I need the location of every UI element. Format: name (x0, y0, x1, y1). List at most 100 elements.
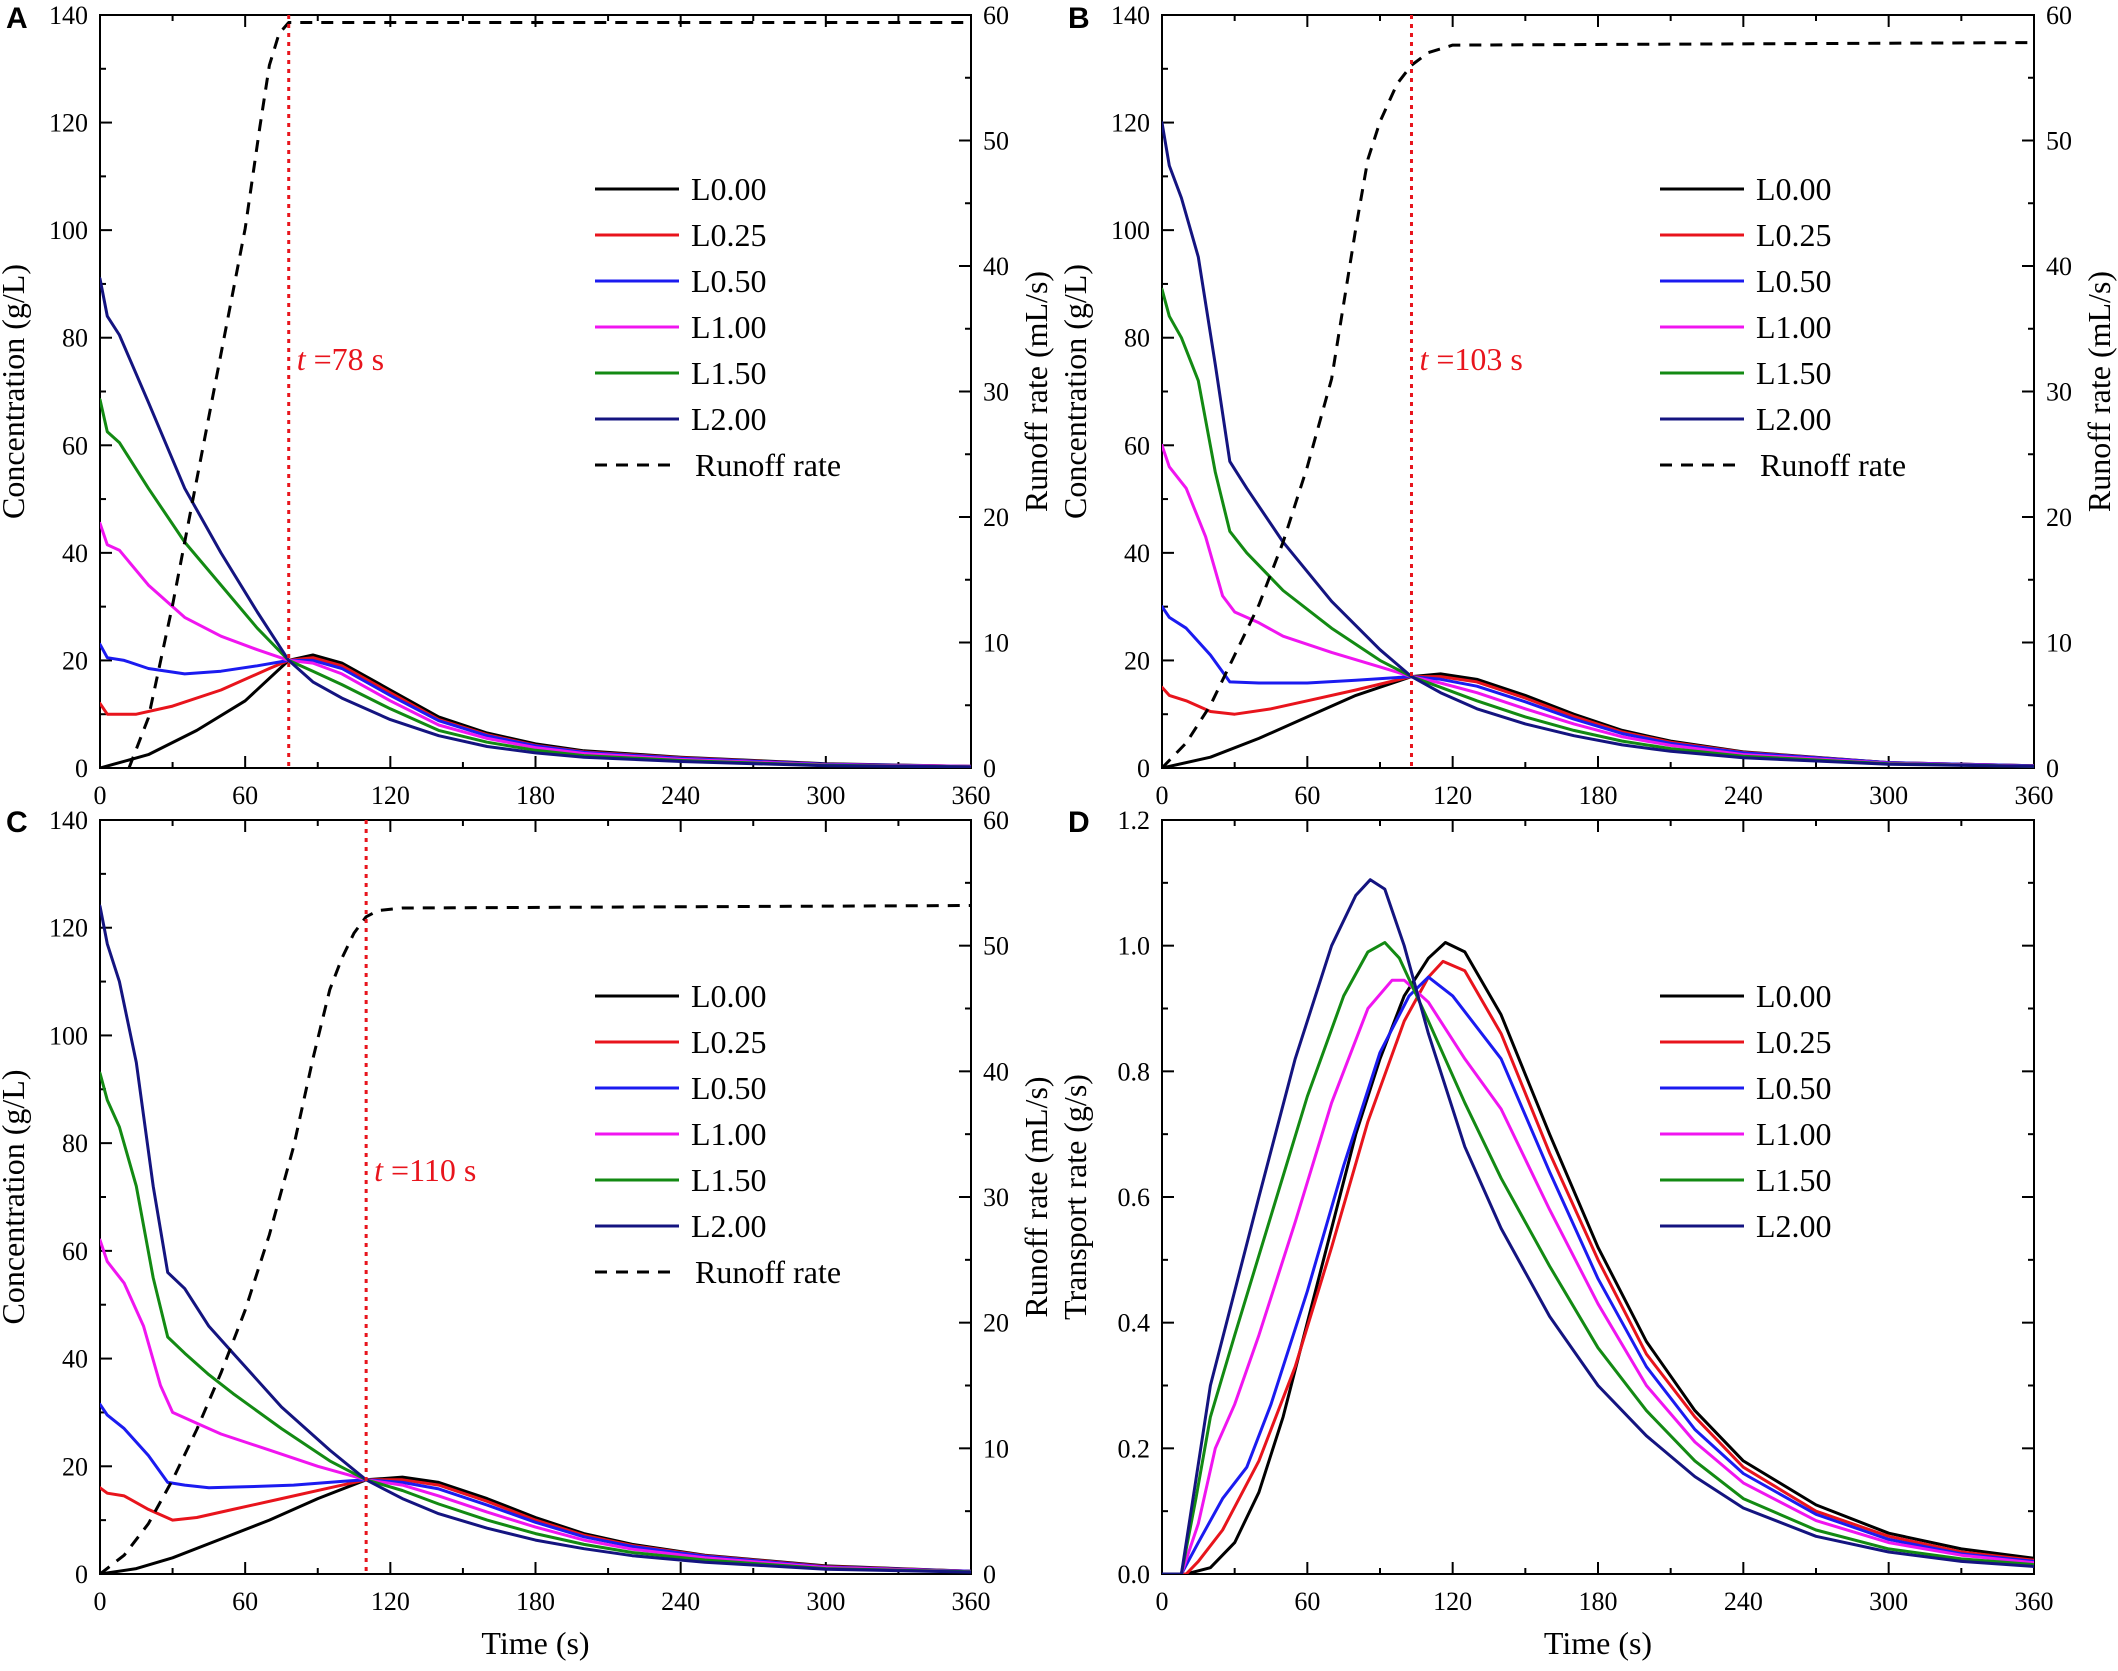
panel-letter: D (1068, 806, 1090, 839)
y-tick-label: 120 (1111, 109, 1150, 138)
x-axis-title: Time (s) (1544, 1625, 1652, 1661)
x-tick-label: 60 (1294, 781, 1320, 810)
legend-label: L2.00 (1756, 1208, 1832, 1244)
y-tick-label: 140 (49, 806, 88, 835)
series-line-l0-50 (100, 1402, 971, 1573)
x-tick-label: 180 (516, 781, 555, 810)
y2-tick-label: 10 (983, 1434, 1009, 1463)
y2-tick-label: 20 (983, 503, 1009, 532)
series-line-runoff-rate (127, 21, 971, 768)
x-tick-label: 300 (806, 1587, 845, 1616)
time-marker-symbol: t (374, 1152, 384, 1188)
series-line-l1-00 (100, 521, 971, 768)
plot-frame (99, 14, 972, 769)
y2-tick-label: 40 (2046, 252, 2072, 281)
y2-axis-title: Runoff rate (mL/s) (2081, 271, 2117, 512)
panel-letter: C (6, 806, 28, 839)
x-tick-label: 240 (661, 781, 700, 810)
x-tick-label: 240 (1724, 781, 1763, 810)
panel-letter: B (1068, 2, 1090, 35)
x-tick-label: 0 (94, 1587, 107, 1616)
series-line-l2-00 (1162, 878, 2034, 1574)
series-line-l2-00 (100, 904, 971, 1574)
y-tick-label: 100 (49, 1021, 88, 1050)
legend-label: L0.50 (691, 1070, 767, 1106)
legend-label: L1.50 (691, 1162, 767, 1198)
series-line-l1-00 (1162, 443, 2034, 768)
y-tick-label: 80 (62, 324, 88, 353)
legend-label: L2.00 (691, 401, 767, 437)
y2-tick-label: 40 (983, 1057, 1009, 1086)
y2-tick-label: 50 (2046, 127, 2072, 156)
y2-tick-label: 30 (2046, 378, 2072, 407)
legend-label: L2.00 (691, 1208, 767, 1244)
y2-tick-label: 20 (2046, 503, 2072, 532)
y-tick-label: 140 (49, 1, 88, 30)
legend-label: L0.00 (1756, 978, 1832, 1014)
legend-label: L0.00 (1756, 171, 1832, 207)
series-line-l0-00 (1162, 941, 2034, 1574)
plot-frame (1161, 819, 2035, 1575)
panel-d: D 0 60 120 180 240 300 360 0.0 0.2 0.4 0.6 0.8 1.0 1.2… (1057, 806, 2054, 1661)
y2-tick-label: 0 (983, 754, 996, 783)
y-tick-label: 120 (49, 914, 88, 943)
x-tick-label: 240 (661, 1587, 700, 1616)
time-marker-label: t =110 s (374, 1152, 476, 1188)
plot-frame (1161, 14, 2035, 769)
y-tick-label: 0.2 (1118, 1434, 1151, 1463)
time-marker-value: =103 s (1428, 341, 1523, 377)
y-axis-title: Transport rate (g/s) (1057, 1074, 1093, 1320)
legend-label: Runoff rate (695, 447, 841, 483)
series-line-l1-00 (1162, 978, 2034, 1574)
y2-tick-label: 30 (983, 1183, 1009, 1212)
legend-label: Runoff rate (1760, 447, 1906, 483)
legend-label: L1.50 (691, 355, 767, 391)
x-tick-label: 0 (1156, 781, 1169, 810)
x-tick-label: 120 (371, 781, 410, 810)
time-marker-value: =78 s (306, 341, 385, 377)
x-tick-label: 60 (1294, 1587, 1320, 1616)
y2-tick-label: 0 (2046, 754, 2059, 783)
y-tick-label: 0.8 (1118, 1057, 1151, 1086)
x-tick-label: 360 (2015, 781, 2054, 810)
time-marker-symbol: t (1419, 341, 1429, 377)
series-line-l1-50 (100, 1071, 971, 1574)
x-tick-label: 120 (1433, 1587, 1472, 1616)
time-marker-symbol: t (297, 341, 307, 377)
time-marker-label: t =103 s (1419, 341, 1522, 377)
legend-label: L1.00 (1756, 309, 1832, 345)
y-tick-label: 100 (49, 216, 88, 245)
y2-tick-label: 40 (983, 252, 1009, 281)
series-group (1162, 41, 2034, 768)
series-line-l1-50 (1162, 287, 2034, 768)
legend-label: L0.25 (691, 217, 767, 253)
x-tick-label: 180 (516, 1587, 555, 1616)
series-line-l0-25 (1162, 959, 2034, 1574)
series-line-l0-50 (1162, 605, 2034, 768)
x-tick-label: 0 (1156, 1587, 1169, 1616)
panel-letter: A (6, 2, 28, 35)
y-tick-label: 140 (1111, 1, 1150, 30)
series-line-runoff-rate (100, 904, 971, 1574)
x-tick-label: 60 (232, 781, 258, 810)
x-tick-label: 180 (1579, 781, 1618, 810)
x-tick-label: 240 (1724, 1587, 1763, 1616)
legend-label: L0.25 (691, 1024, 767, 1060)
legend-label: L2.00 (1756, 401, 1832, 437)
series-line-l0-50 (1162, 975, 2034, 1574)
panel-b: B0 60 120 180 240 300 360020406080100120140010… (1057, 1, 2117, 810)
legend-label: L0.50 (1756, 1070, 1832, 1106)
y-tick-label: 20 (62, 646, 88, 675)
y-tick-label: 80 (62, 1129, 88, 1158)
y2-tick-label: 10 (2046, 629, 2072, 658)
y-tick-label: 60 (62, 1237, 88, 1266)
y2-tick-label: 0 (983, 1560, 996, 1589)
y-tick-label: 40 (62, 539, 88, 568)
y-tick-label: 40 (1124, 539, 1150, 568)
y-tick-label: 1.2 (1118, 806, 1151, 835)
x-tick-label: 360 (2015, 1587, 2054, 1616)
time-marker-label: t =78 s (297, 341, 384, 377)
y-axis-title: Concentration (g/L) (1057, 264, 1093, 519)
series-line-l2-00 (1162, 121, 2034, 768)
y2-tick-label: 10 (983, 629, 1009, 658)
